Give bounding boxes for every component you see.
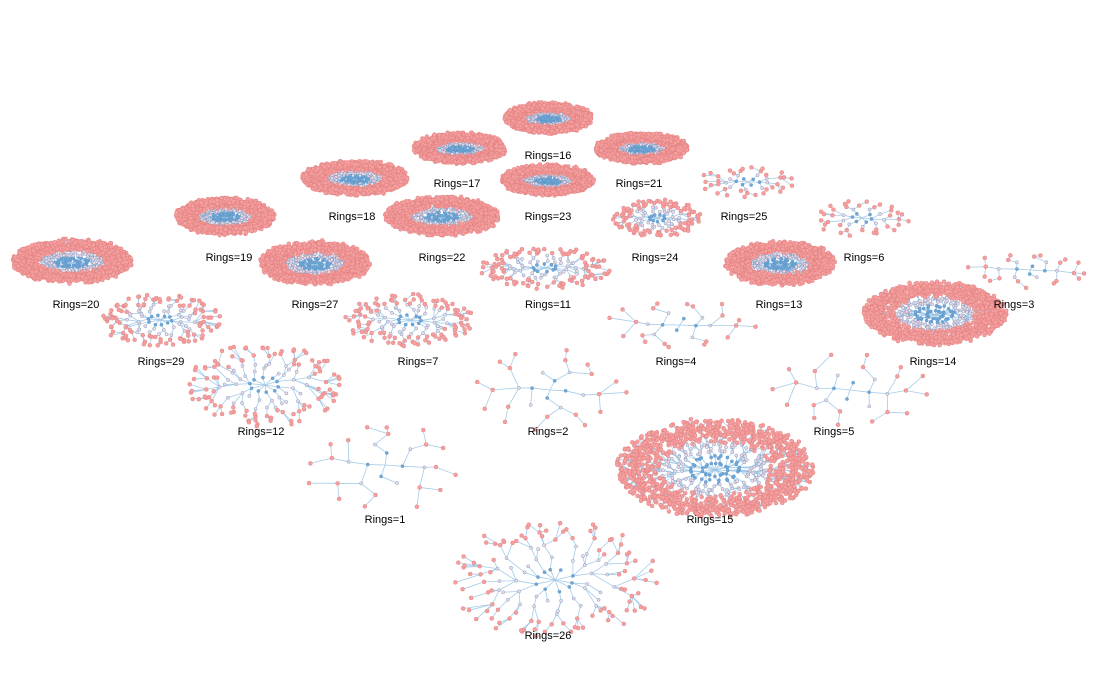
node [581, 120, 586, 126]
node [456, 159, 461, 165]
node [512, 107, 518, 112]
node [522, 104, 527, 109]
node [559, 128, 564, 134]
node [442, 158, 447, 163]
node [508, 107, 513, 113]
node [517, 106, 522, 111]
node [574, 127, 580, 133]
graph-rings-16 [502, 100, 594, 137]
node [526, 104, 532, 110]
node [541, 102, 547, 108]
node [504, 113, 509, 119]
graph-rings-17 [411, 130, 507, 167]
node [470, 161, 476, 166]
node [574, 122, 579, 127]
node [559, 112, 564, 116]
node [524, 123, 529, 129]
node [438, 148, 442, 153]
node [467, 156, 473, 162]
node [531, 130, 537, 135]
